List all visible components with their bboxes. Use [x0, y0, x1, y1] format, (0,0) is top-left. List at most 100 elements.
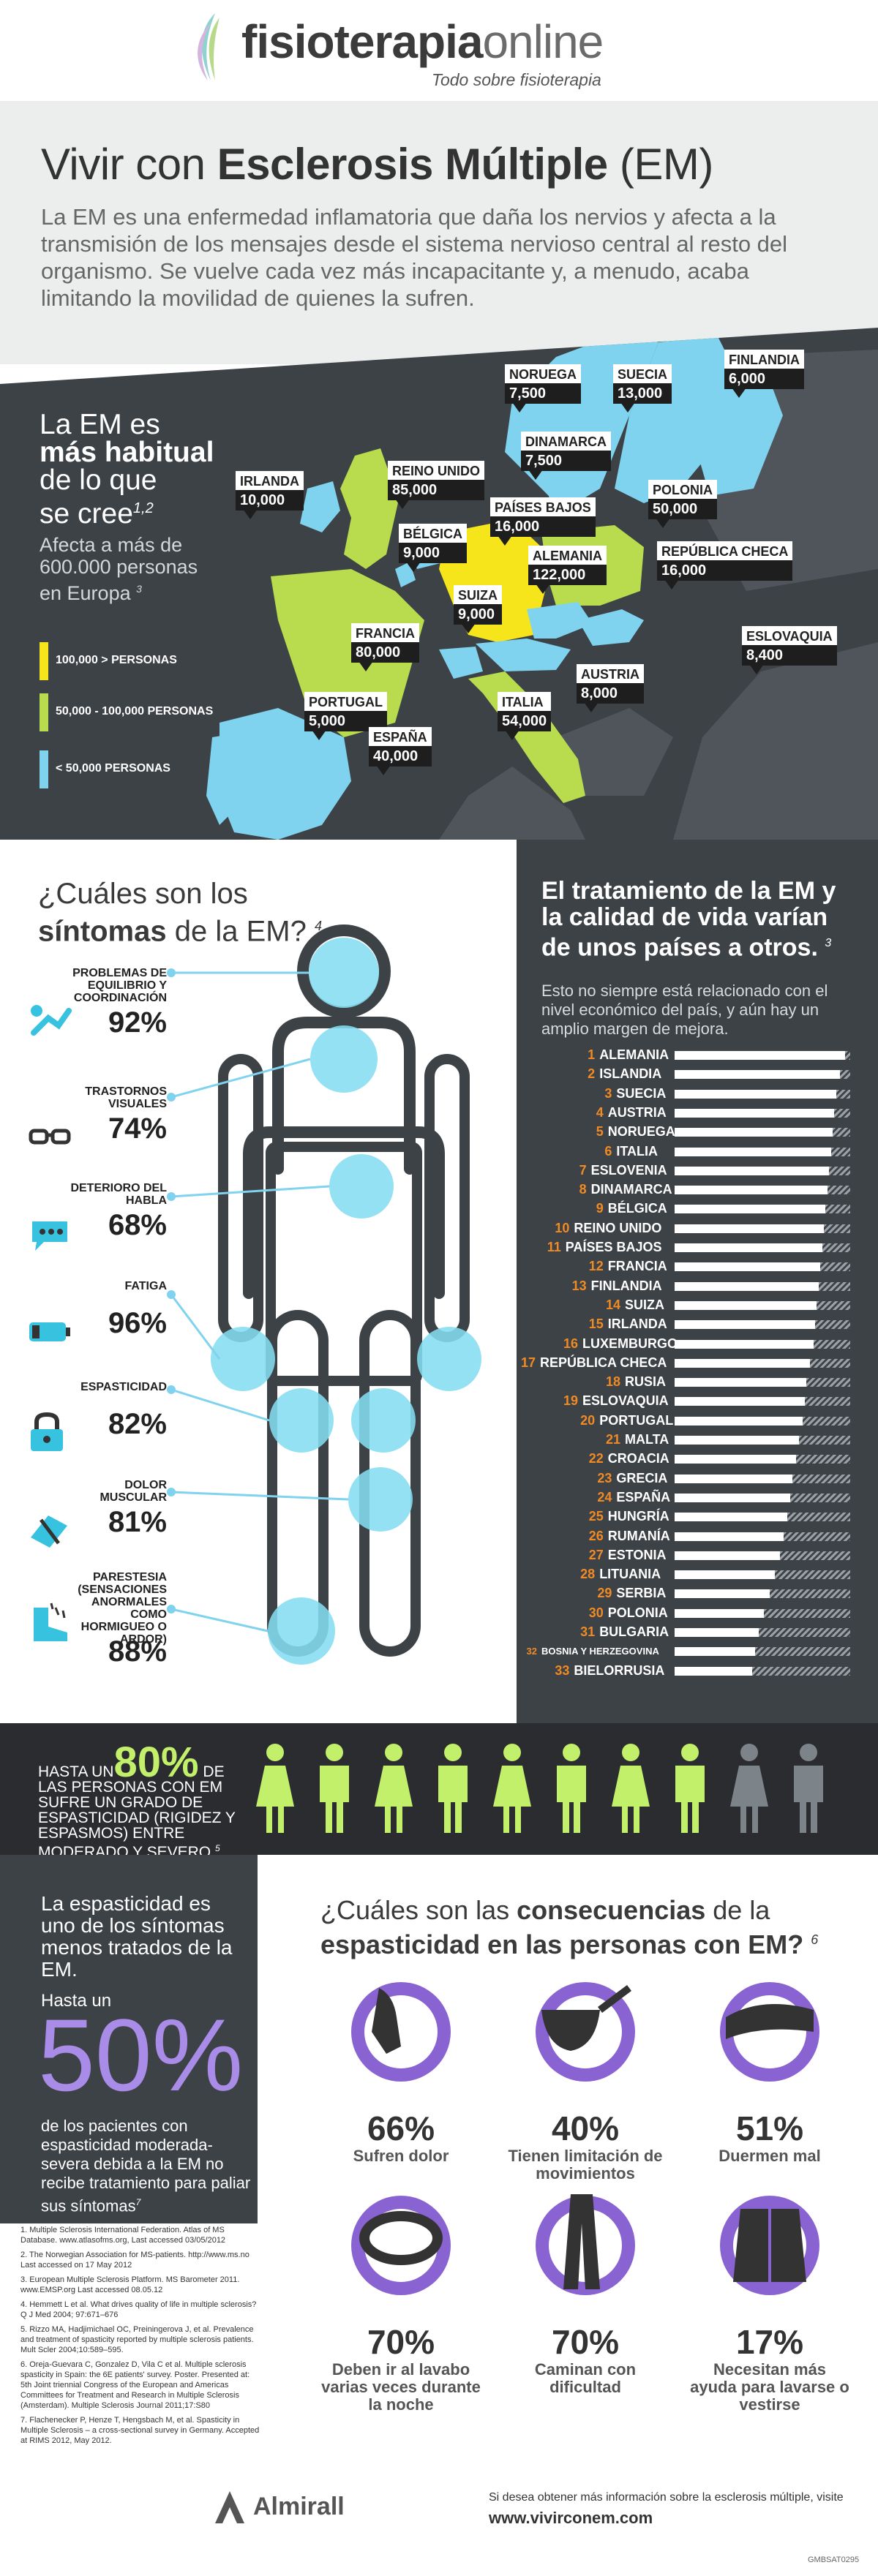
rank-bar: [675, 1475, 792, 1483]
country-pin: [376, 765, 391, 775]
person-icon: [551, 1742, 592, 1834]
country-name: BÉLGICA: [403, 527, 462, 541]
rank-bar-remainder: [834, 1109, 850, 1118]
rank-bar: [675, 1417, 803, 1426]
country-pin: [461, 623, 476, 633]
rank-bar-remainder: [828, 1186, 850, 1194]
symptoms-title: ¿Cuáles son los síntomas de la EM? 4: [38, 878, 322, 948]
rank-number: 18: [605, 1374, 620, 1389]
legend-swatch: [40, 693, 48, 731]
rank-country: ESLOVENIA: [590, 1163, 667, 1178]
symptom-percentage: 68%: [108, 1209, 167, 1241]
country-pin: [498, 535, 512, 546]
country-pin: [656, 518, 670, 528]
dressing-icon: [704, 2180, 836, 2311]
rank-country: SUECIA: [616, 1086, 667, 1101]
treatment-title: El tratamiento de la EM y la calidad de …: [541, 877, 836, 962]
rank-bar: [675, 1609, 764, 1618]
highlight-circle: [329, 1154, 394, 1219]
legend-label: 50,000 - 100,000 PERSONAS: [56, 705, 214, 718]
country-label: FRANCIA 80,000: [351, 623, 419, 671]
rank-bar-remainder: [845, 1051, 850, 1060]
padlock-hand-icon: [26, 1410, 73, 1457]
rank-bar: [675, 1570, 775, 1579]
rank-country: RUSIA: [625, 1374, 667, 1389]
rank-number: 23: [597, 1471, 612, 1485]
spilled-cup-icon: [519, 1966, 651, 2098]
rank-number: 24: [597, 1490, 612, 1504]
footer-note: Si desea obtener más información sobre l…: [489, 2491, 844, 2504]
country-value: 6,000: [724, 369, 804, 389]
rank-number: 28: [580, 1567, 596, 1581]
rank-bar-remainder: [815, 1320, 850, 1329]
rank-bar-remainder: [784, 1532, 850, 1541]
country-name: ITALIA: [502, 695, 544, 709]
rank-country: SUIZA: [625, 1298, 664, 1312]
logo-text: fisioterapiaonline: [241, 15, 604, 68]
country-name: NORUEGA: [509, 367, 577, 382]
country-label: NORUEGA 7,500: [505, 364, 582, 413]
spasticity-panel: [0, 1855, 258, 2223]
country-value: 7,500: [505, 383, 582, 404]
rank-bar-remainder: [822, 1243, 850, 1252]
country-name: POLONIA: [653, 483, 713, 497]
rank-bar: [675, 1070, 840, 1079]
rank-country: IRLANDA: [607, 1317, 667, 1331]
rank-number: 10: [555, 1221, 570, 1235]
rank-bar-remainder: [824, 1224, 850, 1233]
rank-bar: [675, 1262, 820, 1271]
rank-bar: [675, 1320, 815, 1329]
legs-icon: [519, 2180, 651, 2311]
rank-number: 27: [588, 1548, 604, 1562]
country-value: 85,000: [388, 480, 485, 500]
rank-number: 16: [563, 1336, 578, 1351]
rank-bar-remainder: [810, 1359, 850, 1368]
rank-number: 22: [588, 1451, 604, 1466]
rank-bar: [675, 1532, 784, 1541]
rank-bar: [675, 1513, 787, 1521]
country-value: 13,000: [613, 383, 672, 404]
country-label: REPÚBLICA CHECA 16,000: [657, 541, 793, 590]
highlight-circle: [310, 1025, 378, 1093]
document-code: GMBSAT0295: [808, 2556, 860, 2564]
rank-bar: [675, 1455, 796, 1464]
country-pin: [536, 584, 550, 594]
country-value: 8,400: [742, 645, 837, 666]
reference-item: 4. Hemmett L et al. What drives quality …: [20, 2300, 257, 2319]
rank-country: REINO UNIDO: [574, 1221, 662, 1235]
rank-country: ESTONIA: [607, 1548, 667, 1562]
rank-country: FRANCIA: [607, 1259, 667, 1273]
rank-bar: [675, 1224, 824, 1233]
rank-bar-remainder: [775, 1570, 850, 1579]
rank-bar-remainder: [787, 1513, 850, 1521]
rank-bar-remainder: [759, 1628, 850, 1637]
highlight-circle: [309, 938, 379, 1008]
rank-number: 30: [588, 1605, 604, 1620]
country-pin: [512, 402, 527, 413]
country-value: 10,000: [236, 490, 304, 511]
country-label: FINLANDIA 6,000: [724, 350, 804, 398]
symptom-name: TRASTORNOS VISUALES: [85, 1085, 167, 1110]
rank-bar: [675, 1628, 759, 1637]
country-label: SUIZA 9,000: [454, 585, 502, 633]
consequence-percentage: 40%: [551, 2109, 620, 2147]
country-label: POLONIA 50,000: [648, 480, 718, 528]
consequence-percentage: 66%: [367, 2109, 435, 2147]
rank-number: 5: [596, 1124, 604, 1139]
symptom-percentage: 92%: [108, 1006, 167, 1039]
rank-number: 11: [547, 1240, 561, 1254]
country-label: BÉLGICA 9,000: [399, 524, 467, 572]
country-value: 8,000: [577, 683, 644, 704]
country-name: REPÚBLICA CHECA: [661, 544, 789, 559]
country-label: PORTUGAL 5,000: [304, 692, 387, 740]
country-pin: [620, 402, 635, 413]
rank-country: REPÚBLICA CHECA: [540, 1355, 667, 1370]
symptom-name: DETERIORO DEL HABLA: [70, 1182, 167, 1207]
intro-text: La EM es una enfermedad inflamatoria que…: [41, 204, 788, 311]
country-value: 50,000: [648, 499, 718, 519]
country-pin: [243, 509, 258, 519]
footer-link[interactable]: www.vivirconem.com: [489, 2509, 653, 2527]
rank-bar-remainder: [796, 1455, 850, 1464]
rank-country: CROACIA: [607, 1451, 669, 1466]
rank-bar-remainder: [825, 1205, 850, 1213]
